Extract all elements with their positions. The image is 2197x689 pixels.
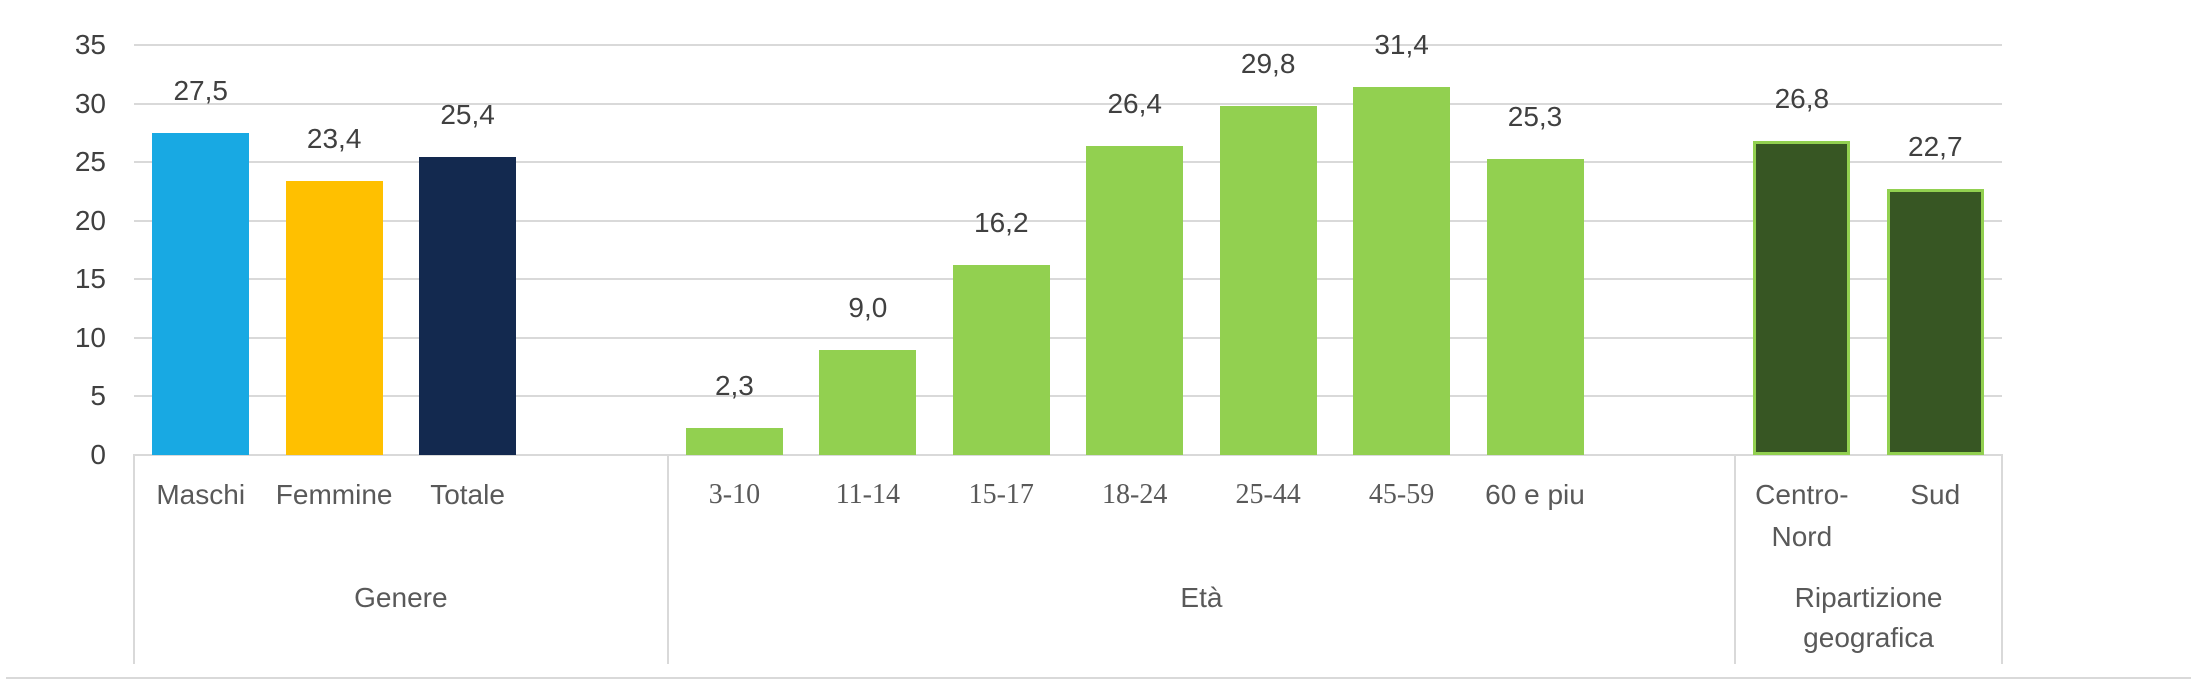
category-box-border (133, 454, 135, 664)
value-label-maschi: 27,5 (173, 74, 228, 106)
category-label-11-14: 11-14 (835, 479, 900, 510)
bar-maschi (152, 132, 250, 455)
category-box-border (666, 454, 669, 664)
value-label-45-59: 31,4 (1374, 29, 1429, 61)
gridline (134, 336, 2002, 339)
category-label-sud: Sud (1910, 479, 1961, 510)
y-axis-tick-label: 25 (74, 146, 106, 178)
category-box-border (2001, 454, 2003, 664)
x-axis-line (134, 454, 2002, 456)
group-label-genere: Genere (354, 582, 448, 613)
bar-femmine (285, 180, 383, 455)
value-label-18-24: 26,4 (1107, 87, 1162, 119)
y-axis-tick-label: 10 (74, 321, 106, 353)
value-label-totale: 25,4 (440, 99, 495, 131)
bar-sud (1886, 189, 1984, 455)
value-label-sud: 22,7 (1908, 131, 1963, 163)
bar-18-24 (1086, 145, 1184, 455)
category-label-15-17: 15-17 (968, 479, 1034, 510)
category-label-totale: Totale (430, 479, 505, 510)
value-label-25-44: 29,8 (1240, 47, 1296, 79)
chart-bottom-border (6, 677, 2191, 679)
category-label-25-44: 25-44 (1235, 479, 1301, 510)
category-label-18-24: 18-24 (1102, 479, 1168, 510)
gridline (134, 102, 2002, 105)
bar-15-17 (952, 265, 1050, 455)
gridline (134, 278, 2002, 281)
y-axis-tick-label: 20 (74, 204, 106, 236)
bar-45-59 (1353, 87, 1451, 455)
group-label-ripartizione-geografica: Ripartizione geografica (1794, 582, 1943, 653)
value-label-11-14: 9,0 (848, 291, 888, 323)
category-label-femmine: Femmine (275, 479, 393, 510)
bar-60-e-piu (1486, 158, 1584, 455)
value-label-60-e-piu: 25,3 (1507, 100, 1563, 132)
y-axis-tick-label: 30 (74, 87, 106, 119)
gridline (134, 395, 2002, 398)
bar-centro-nord (1753, 141, 1851, 455)
value-label-3-10: 2,3 (714, 370, 754, 402)
bar-11-14 (819, 349, 917, 455)
value-label-centro-nord: 26,8 (1774, 83, 1830, 115)
gridline (134, 161, 2002, 164)
category-label-60-e-piu: 60 e piu (1485, 479, 1585, 510)
category-label-45-59: 45-59 (1368, 479, 1435, 510)
category-label-centro-nord: Centro-Nord (1755, 479, 1849, 552)
y-axis-tick-label: 35 (74, 29, 106, 60)
bar-totale (419, 157, 517, 455)
value-label-femmine: 23,4 (306, 122, 362, 154)
bar-3-10 (685, 428, 783, 455)
value-label-15-17: 16,2 (974, 207, 1029, 239)
category-label-3-10: 3-10 (708, 479, 761, 510)
gridline (134, 44, 2002, 46)
gridline (134, 219, 2002, 222)
y-axis-tick-label: 15 (74, 263, 106, 295)
group-label-età: Età (1180, 582, 1223, 613)
category-label-maschi: Maschi (156, 479, 246, 510)
y-axis-tick-label: 0 (90, 439, 106, 470)
category-box-border (1734, 454, 1737, 664)
bar-25-44 (1219, 105, 1317, 455)
y-axis-tick-label: 5 (90, 380, 106, 412)
